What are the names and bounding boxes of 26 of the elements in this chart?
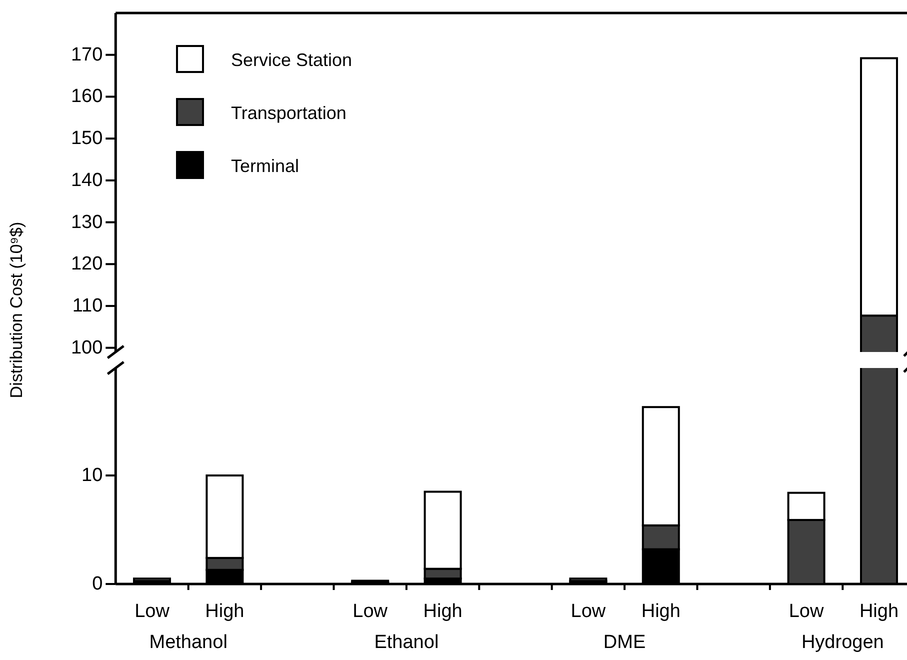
y-tick-label: 0 [92,574,103,594]
legend-label: Terminal [231,156,300,176]
y-tick-label: 160 [70,86,103,108]
text: Ethanol [374,632,439,653]
x-tick-label: Low [570,601,606,622]
x-tick-label: Low [134,601,170,622]
x-tick-label: Low [788,601,824,622]
text: DME [603,632,646,653]
y-tick-label: 130 [70,212,103,233]
y-tick-label: 150 [70,128,103,150]
text: Methanol [149,632,228,653]
x-tick-label: Low [352,601,388,622]
y-tick-label: 120 [70,254,103,275]
x-tick-label: High [423,601,462,622]
y-tick-label: 140 [70,170,103,191]
x-tick-label: High [205,601,244,622]
y-tick-label: 110 [72,295,103,316]
legend-label: Service Station [231,50,352,70]
y-tick-label: 170 [70,44,103,66]
text: Hydrogen [801,632,884,653]
y-tick-label: 10 [82,464,103,486]
legend-label: Transportation [231,103,346,123]
y-axis-title: Distribution Cost (10⁹$) [7,222,26,398]
y-tick-label: 100 [70,337,103,358]
x-tick-label: High [859,601,899,622]
x-tick-label: High [641,601,680,622]
